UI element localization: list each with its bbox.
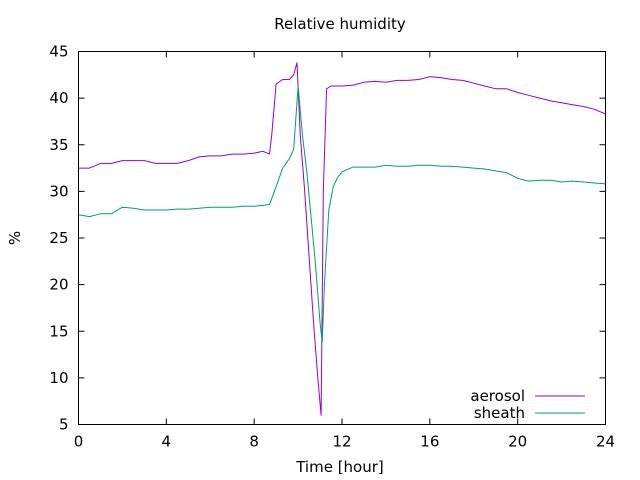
- x-tick-label-3: 12: [332, 433, 351, 451]
- y-tick-label-3: 20: [49, 276, 68, 294]
- y-axis-label: %: [6, 231, 24, 245]
- chart-title: Relative humidity: [274, 15, 406, 33]
- legend-label-aerosol: aerosol: [470, 387, 525, 405]
- y-tick-label-6: 35: [49, 136, 68, 154]
- y-tick-label-0: 5: [59, 416, 69, 434]
- x-axis-label: Time [hour]: [295, 458, 384, 476]
- series-line-aerosol: [78, 62, 606, 416]
- plot-frame: [78, 51, 606, 425]
- series-line-sheath: [78, 85, 606, 343]
- x-tick-label-6: 24: [596, 433, 615, 451]
- y-tick-label-7: 40: [49, 89, 68, 107]
- y-tick-label-2: 15: [49, 322, 68, 340]
- x-tick-label-0: 0: [74, 433, 84, 451]
- axis-ticks: 0 4 8 12 16 20 24 5 10 15 20 25 30 35 40 45: [49, 43, 615, 451]
- y-tick-label-4: 25: [49, 229, 68, 247]
- x-tick-label-2: 8: [249, 433, 259, 451]
- x-tick-label-1: 4: [162, 433, 172, 451]
- y-tick-label-8: 45: [49, 43, 68, 61]
- y-tick-label-1: 10: [49, 369, 68, 387]
- series-layer: [78, 62, 606, 416]
- x-tick-label-4: 16: [420, 433, 439, 451]
- y-tick-label-5: 30: [49, 182, 68, 200]
- legend-label-sheath: sheath: [474, 404, 525, 422]
- x-tick-label-5: 20: [508, 433, 527, 451]
